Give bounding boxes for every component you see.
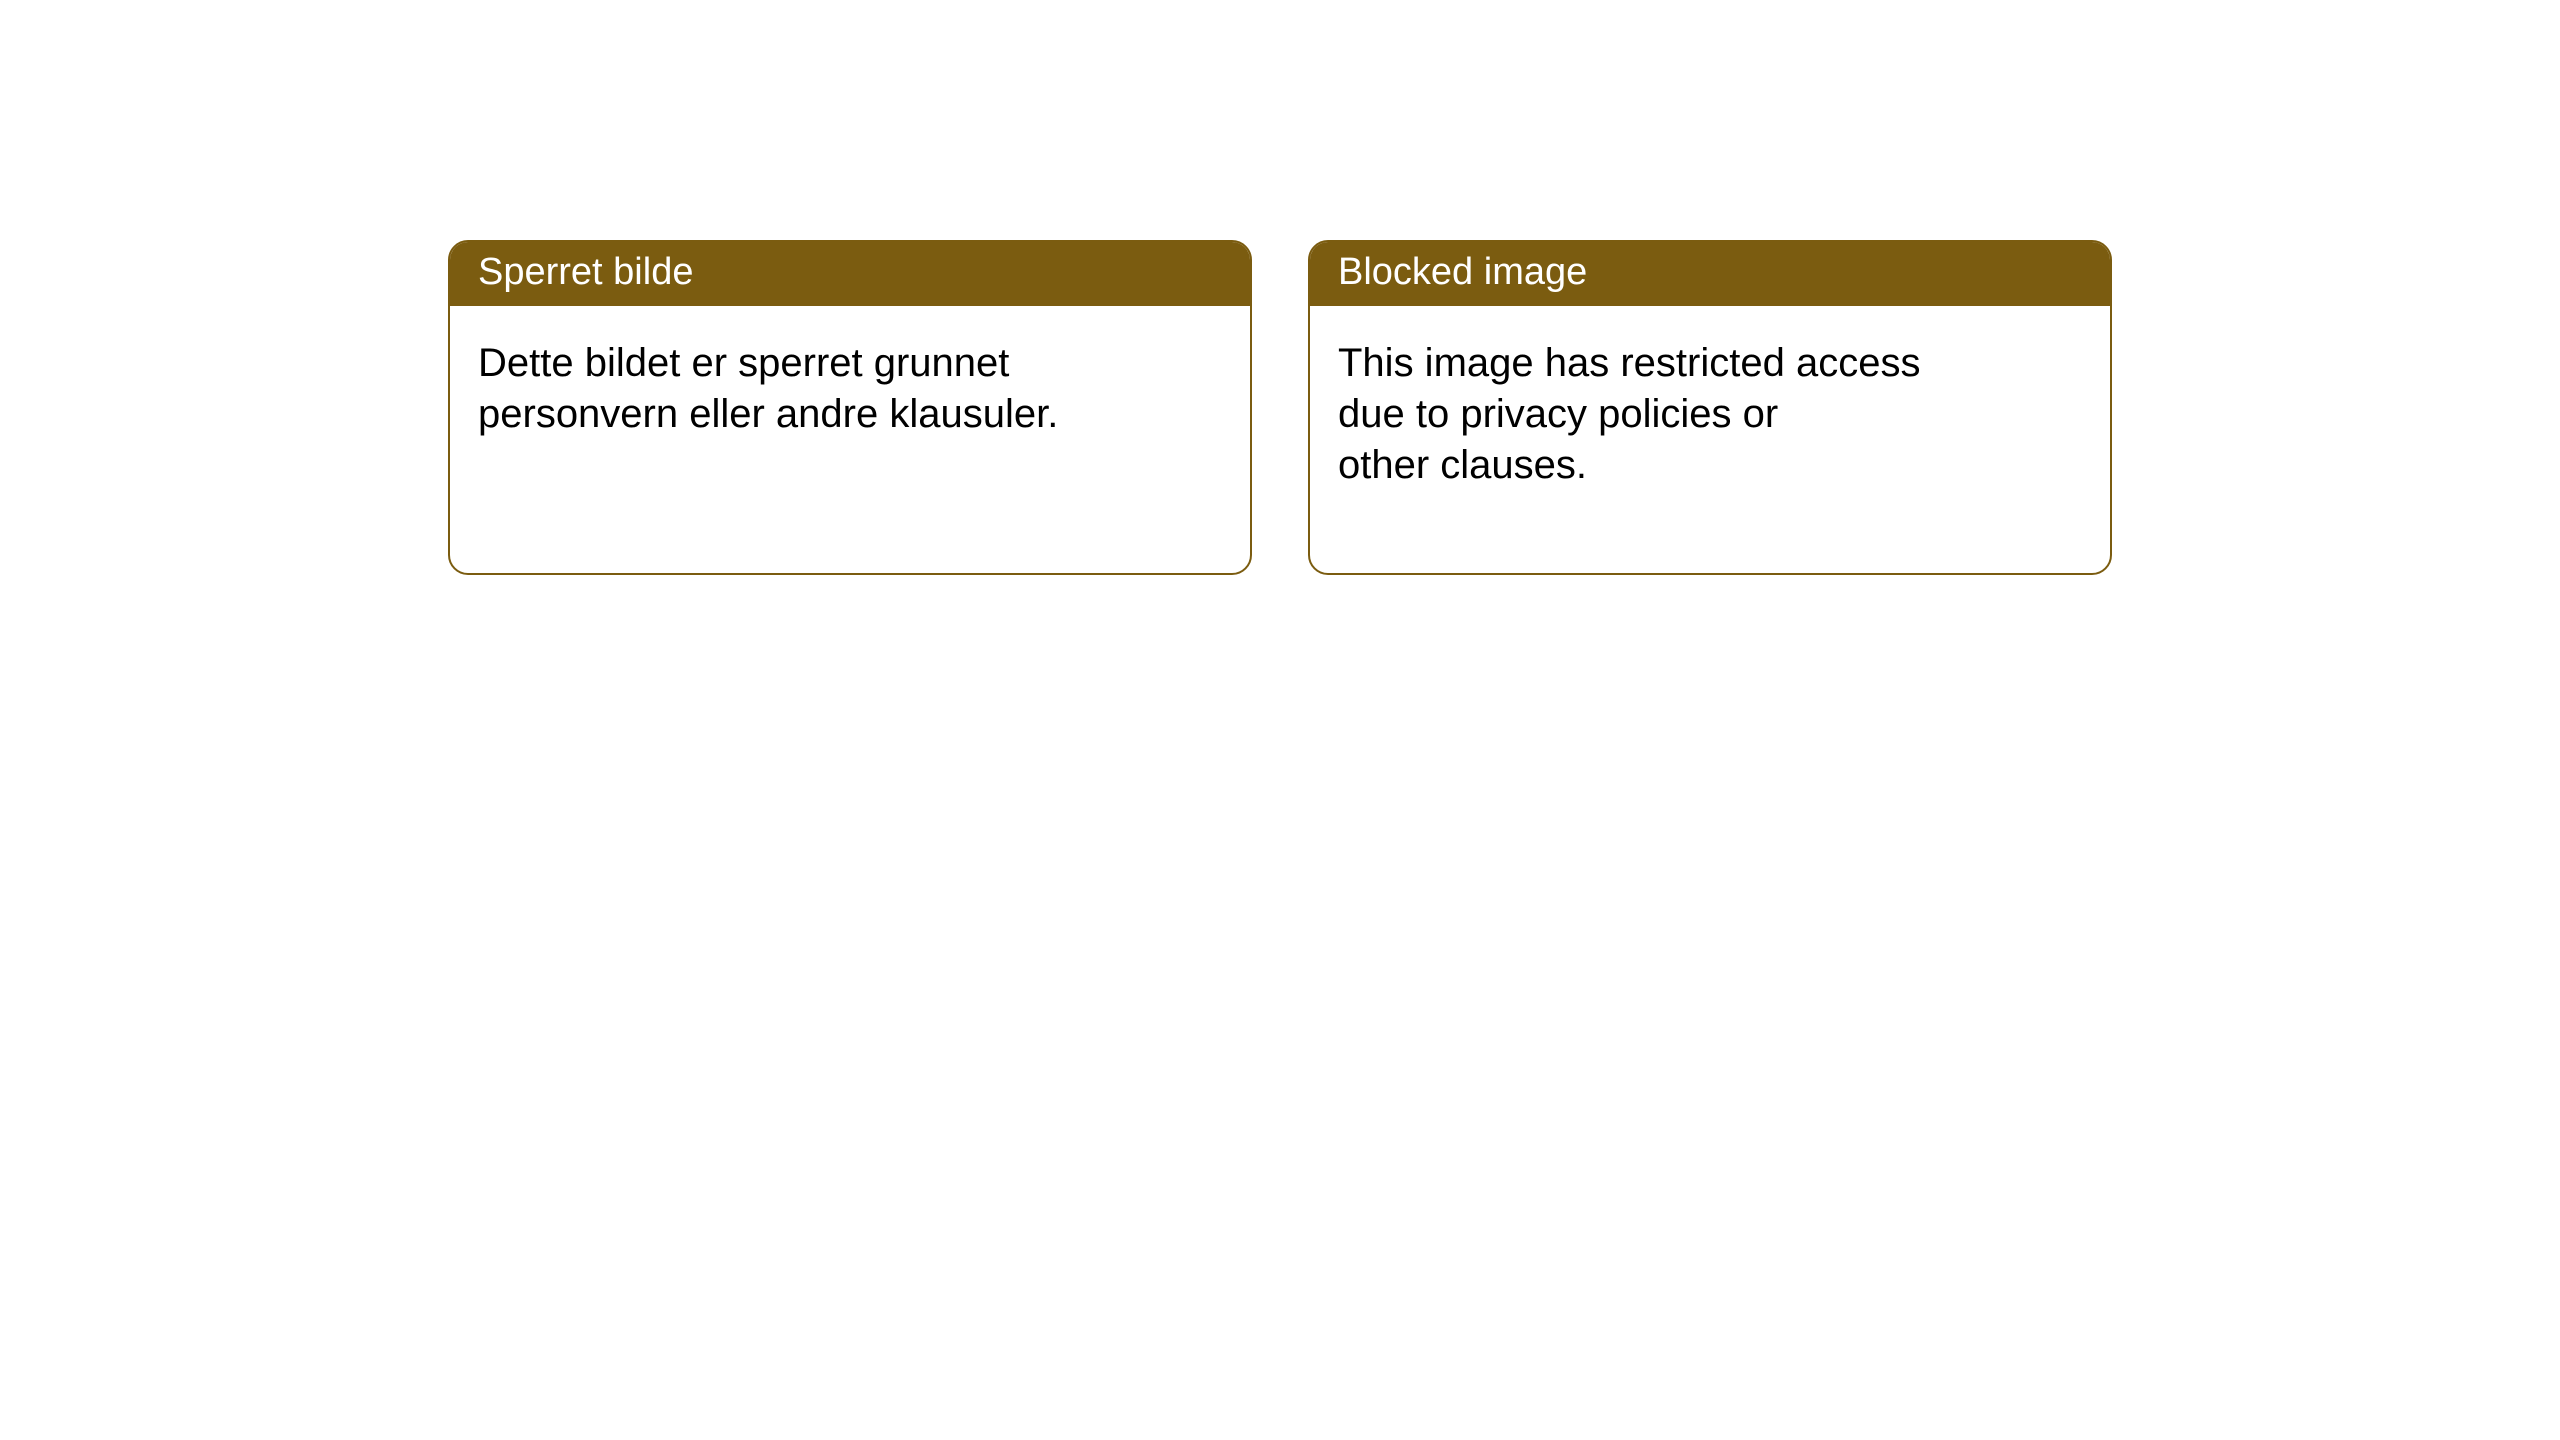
card-english: Blocked image This image has restricted … xyxy=(1308,240,2112,575)
card-body-no: Dette bildet er sperret grunnet personve… xyxy=(450,306,1150,464)
card-title-en: Blocked image xyxy=(1310,242,2110,306)
notice-pair: Sperret bilde Dette bildet er sperret gr… xyxy=(0,0,2560,575)
card-body-en: This image has restricted access due to … xyxy=(1310,306,2010,516)
card-norwegian: Sperret bilde Dette bildet er sperret gr… xyxy=(448,240,1252,575)
card-title-no: Sperret bilde xyxy=(450,242,1250,306)
